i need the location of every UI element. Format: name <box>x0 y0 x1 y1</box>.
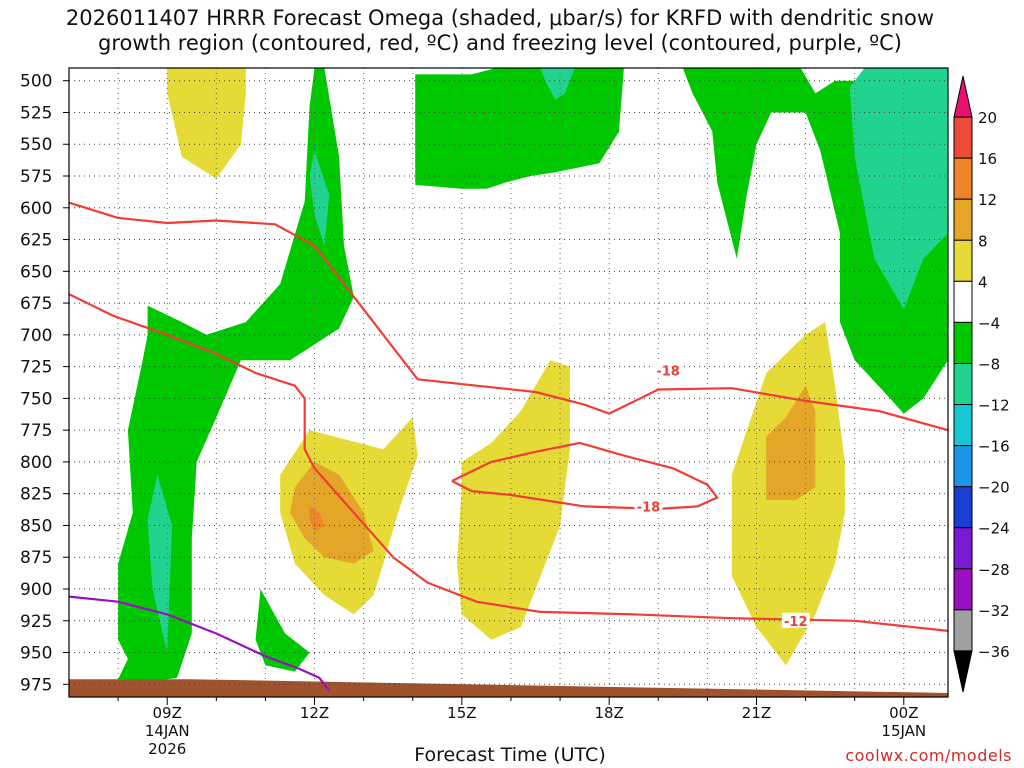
contour-dgz_-18_inner <box>451 441 719 510</box>
y-tick-label-800: 800 <box>20 453 52 473</box>
contour-dgz_-12 <box>69 293 948 632</box>
omega-region--8-1 <box>540 68 575 100</box>
y-tick-label-500: 500 <box>20 72 52 92</box>
y-tick-label-550: 550 <box>20 135 52 155</box>
omega-region--4-4 <box>255 589 310 672</box>
y-tick-label-650: 650 <box>20 262 52 282</box>
credit-text: coolwx.com/models <box>845 746 1012 765</box>
contour-label-bg <box>781 612 810 628</box>
plot-frame <box>68 67 949 698</box>
y-axis: 500 525 550 575 600 625 650 675 700 725 750 775 800 8… <box>20 72 69 695</box>
colorbar-label-5: −4 <box>978 314 1000 332</box>
title-line-2: growth region (contoured, red, ºC) and f… <box>98 31 902 55</box>
y-tick-label-775: 775 <box>20 421 52 441</box>
y-tick-label-525: 525 <box>20 103 52 123</box>
colorbar-label-0: 20 <box>978 109 997 127</box>
colorbar-bin-12 <box>953 568 973 611</box>
y-tick-label-825: 825 <box>20 485 52 505</box>
colorbar-label-7: −12 <box>978 397 1010 415</box>
x-tick-label-09Z: 09Z <box>153 704 182 722</box>
contour-label-dgz_-18_inner: -18 <box>637 500 661 515</box>
colorbar-bin-3 <box>953 198 973 241</box>
x-axis-label: Forecast Time (UTC) <box>414 744 606 766</box>
x-tick-label-00Z: 00Z <box>889 704 918 722</box>
x-tick-label-12Z: 12Z <box>300 704 329 722</box>
colorbar-label-13: −36 <box>978 643 1010 661</box>
x-date-label: 14JAN <box>145 722 190 740</box>
x-tick-label-15Z: 15Z <box>447 704 476 722</box>
omega-region-12-1 <box>309 506 325 532</box>
terrain-ground <box>69 679 948 697</box>
colorbar-bin-9 <box>953 445 973 488</box>
contour-label-bg <box>654 362 683 378</box>
contours: -12 -18 -18 <box>69 201 948 692</box>
y-tick-label-700: 700 <box>20 326 52 346</box>
colorbar-label-1: 16 <box>978 150 997 168</box>
omega-region--4-2 <box>415 68 624 189</box>
omega-region--8-2 <box>849 68 948 310</box>
omega-region-8-2 <box>766 385 816 500</box>
omega-region-8-1 <box>290 461 374 564</box>
colorbar-bin-7 <box>953 362 973 406</box>
colorbar-label-9: −20 <box>978 479 1010 497</box>
y-tick-label-750: 750 <box>20 389 52 409</box>
colorbar-bin-13 <box>953 609 973 652</box>
colorbar-label-3: 8 <box>978 232 988 250</box>
contour-dgz_-18_upper <box>69 201 948 432</box>
plot-border <box>68 67 949 698</box>
omega-region-4-1 <box>167 68 246 179</box>
colorbar-bin-8 <box>953 404 973 447</box>
y-tick-label-975: 975 <box>20 675 52 695</box>
y-tick-label-575: 575 <box>20 167 52 187</box>
y-tick-label-900: 900 <box>20 580 52 600</box>
colorbar-bin-4 <box>953 239 973 282</box>
contour-label-dgz_-18_upper: -18 <box>656 364 680 379</box>
omega-region--8-4 <box>147 474 173 653</box>
colorbar-label-12: −32 <box>978 602 1010 620</box>
y-tick-label-675: 675 <box>20 294 52 314</box>
colorbar-bin-1 <box>953 116 973 159</box>
colorbar-label-8: −16 <box>978 438 1010 456</box>
colorbar-label-10: −24 <box>978 520 1010 538</box>
colorbar-label-2: 12 <box>978 191 997 209</box>
x-date-label: 15JAN <box>881 722 926 740</box>
contour-label-dgz_-12: -12 <box>784 615 808 630</box>
colorbar-bin-2 <box>953 157 973 200</box>
colorbar-label-11: −28 <box>978 561 1010 579</box>
colorbar-bin-5 <box>953 280 973 323</box>
y-tick-label-850: 850 <box>20 516 52 536</box>
y-tick-label-625: 625 <box>20 231 52 251</box>
terrain-layer <box>69 679 948 697</box>
x-tick-label-21Z: 21Z <box>742 704 771 722</box>
colorbar-bin-11 <box>953 527 973 570</box>
colorbar-bin-6 <box>953 321 973 364</box>
omega-region-4-3 <box>456 360 570 640</box>
y-tick-label-950: 950 <box>20 644 52 664</box>
y-tick-label-725: 725 <box>20 358 52 378</box>
chart-title: 2026011407 HRRR Forecast Omega (shaded, … <box>0 6 1000 56</box>
y-tick-label-600: 600 <box>20 199 52 219</box>
title-line-1: 2026011407 HRRR Forecast Omega (shaded, … <box>65 6 935 30</box>
contour-freezing_0 <box>69 595 331 692</box>
x-tick-label-18Z: 18Z <box>594 704 623 722</box>
omega-region--8-3 <box>309 150 330 246</box>
colorbar-label-6: −8 <box>978 355 1000 373</box>
omega-fills <box>118 68 948 681</box>
omega-region--4-1 <box>118 68 354 681</box>
y-tick-label-875: 875 <box>20 548 52 568</box>
y-tick-label-925: 925 <box>20 612 52 632</box>
colorbar-label-4: 4 <box>978 273 988 291</box>
colorbar-top-arrow <box>953 75 973 118</box>
colorbar: 20 16 12 8 4 −4 −8 −12 −16 −20 −24 −28 −32 −36 <box>953 75 1010 693</box>
contour-label-bg <box>634 498 663 514</box>
colorbar-bin-10 <box>953 486 973 529</box>
x-year-label: 2026 <box>148 740 186 758</box>
colorbar-bottom-arrow <box>953 650 973 693</box>
